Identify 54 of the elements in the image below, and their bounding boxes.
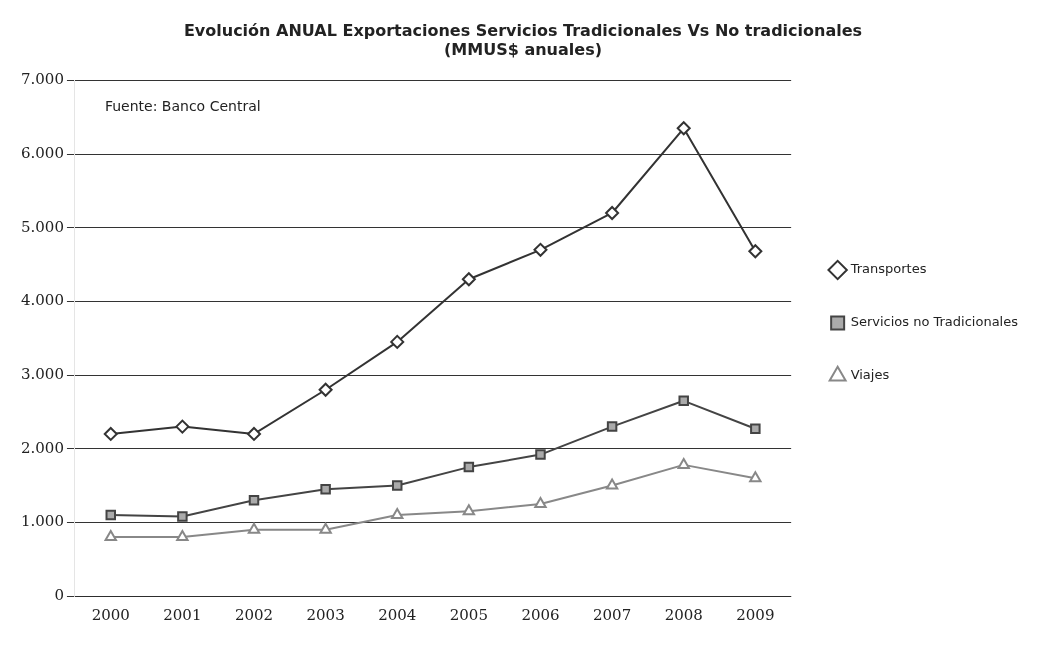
y-tick-label: 4.000 <box>20 291 64 310</box>
point <box>391 480 403 491</box>
y-tick-label: 1.000 <box>20 512 64 531</box>
y-tick-label: 7.000 <box>20 70 64 89</box>
point <box>319 522 332 534</box>
point <box>320 483 331 495</box>
x-tick-label: 2002 <box>234 605 274 624</box>
x-tick-label: 2007 <box>593 605 632 624</box>
point <box>748 244 763 259</box>
y-tick-label: 6.000 <box>20 143 64 162</box>
annotation: Fuente: Banco Central <box>104 98 261 115</box>
point <box>749 471 762 483</box>
point <box>676 121 691 136</box>
point <box>246 426 261 441</box>
x-tick-label: 2006 <box>521 605 560 624</box>
point <box>176 530 189 542</box>
x-tick-label: 2008 <box>664 605 703 624</box>
point <box>463 461 475 473</box>
x-tick-label: 2005 <box>449 605 488 624</box>
legend-label: Viajes <box>850 367 890 383</box>
x-tick-label: 2003 <box>306 605 345 624</box>
point <box>390 334 405 349</box>
point <box>175 419 190 434</box>
point <box>677 457 690 469</box>
point <box>105 509 116 521</box>
chart-title: Evolución ANUAL Exportaciones Servicios Tradicionales Vs No tradicionales <box>183 20 863 40</box>
chart-subtitle: (MMUS$ anuales) <box>444 39 602 59</box>
point <box>391 507 404 519</box>
point <box>605 205 620 220</box>
y-tick-label: 2.000 <box>20 438 64 457</box>
point <box>318 382 333 397</box>
y-tick-label: 0 <box>54 585 64 604</box>
x-tick-label: 2009 <box>736 605 775 624</box>
legend-label: Servicios no Tradicionales <box>850 314 1019 330</box>
point <box>535 449 546 460</box>
point <box>533 242 548 257</box>
point <box>605 478 619 490</box>
y-tick-label: 3.000 <box>20 364 64 383</box>
x-tick-label: 2001 <box>163 605 202 624</box>
legend-label: Transportes <box>849 261 927 277</box>
point <box>104 530 117 542</box>
point <box>103 426 118 441</box>
x-tick-label: 2000 <box>91 605 130 624</box>
y-tick-label: 5.000 <box>20 217 64 236</box>
point <box>461 272 476 287</box>
point <box>606 421 618 432</box>
point <box>678 395 689 407</box>
x-tick-label: 2004 <box>378 605 417 624</box>
point <box>750 423 761 435</box>
point <box>177 511 188 522</box>
point <box>534 496 547 508</box>
point <box>248 495 260 506</box>
point <box>462 504 476 516</box>
point <box>247 522 261 534</box>
